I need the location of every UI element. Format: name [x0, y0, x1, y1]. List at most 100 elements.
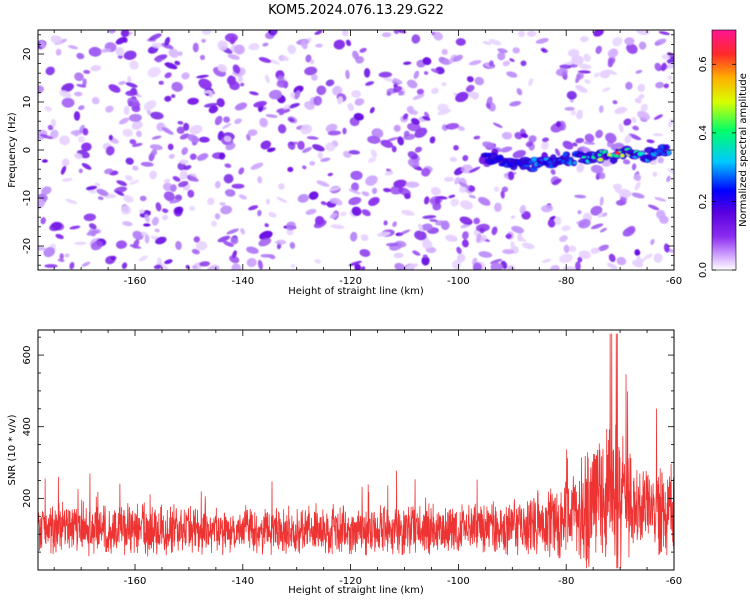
- noise-blob: [584, 79, 591, 84]
- y-tick-label: 600: [22, 346, 33, 365]
- noise-blob: [367, 135, 381, 144]
- noise-blob: [154, 228, 160, 233]
- noise-blob: [577, 210, 582, 215]
- noise-blob: [164, 259, 173, 265]
- noise-blob: [151, 135, 162, 140]
- noise-blob: [623, 118, 632, 126]
- noise-blob: [541, 141, 549, 150]
- noise-blob: [108, 134, 114, 141]
- noise-blob: [666, 56, 674, 65]
- noise-blob: [453, 145, 459, 151]
- noise-blob: [348, 196, 362, 206]
- noise-blob: [86, 229, 100, 236]
- noise-blob: [512, 150, 527, 159]
- noise-blob: [77, 136, 85, 143]
- noise-blob: [325, 79, 335, 87]
- noise-blob: [393, 78, 403, 84]
- noise-blob: [78, 168, 83, 174]
- noise-blob: [219, 202, 226, 206]
- noise-blob: [584, 133, 595, 143]
- noise-blob: [127, 97, 140, 108]
- noise-blob: [231, 263, 239, 270]
- noise-blob: [110, 255, 117, 261]
- noise-blob: [131, 120, 143, 130]
- noise-blob: [304, 101, 315, 110]
- noise-blob: [144, 213, 150, 223]
- x-tick-label: -160: [124, 276, 147, 287]
- noise-blob: [223, 135, 232, 142]
- noise-blob: [661, 54, 671, 60]
- noise-blob: [278, 183, 285, 190]
- noise-blob: [458, 181, 470, 189]
- noise-blob: [187, 189, 195, 198]
- noise-blob: [497, 48, 508, 54]
- noise-blob: [541, 48, 548, 53]
- noise-blob: [230, 236, 239, 245]
- noise-blob: [658, 31, 670, 36]
- noise-blob: [40, 217, 46, 225]
- noise-blob: [595, 129, 603, 139]
- noise-blob: [634, 98, 642, 104]
- noise-blob: [422, 239, 433, 250]
- noise-blob: [370, 149, 378, 158]
- noise-blob: [164, 72, 172, 79]
- noise-blob: [288, 103, 300, 109]
- noise-blob: [158, 80, 164, 85]
- noise-blob: [599, 227, 607, 233]
- noise-blob: [561, 225, 571, 232]
- noise-blob: [422, 215, 437, 219]
- noise-blob: [384, 171, 394, 176]
- colorbar-tick-label: 0.2: [698, 193, 709, 209]
- noise-blob: [418, 223, 424, 232]
- noise-blob: [246, 133, 251, 141]
- snr-frame: [37, 329, 675, 571]
- x-tick-label: -80: [558, 276, 574, 287]
- noise-blob: [314, 258, 322, 264]
- noise-blob: [571, 55, 584, 66]
- noise-blob: [199, 54, 206, 61]
- noise-blob: [345, 39, 352, 47]
- noise-blob: [253, 101, 267, 108]
- signal-blob-core: [572, 161, 577, 165]
- noise-blob: [608, 253, 616, 263]
- noise-blob: [317, 151, 323, 159]
- noise-blob: [316, 85, 327, 96]
- noise-blob: [275, 239, 287, 245]
- noise-blob: [269, 59, 280, 65]
- noise-blob: [90, 65, 102, 72]
- y-tick-label: 20: [22, 48, 33, 61]
- noise-blob: [155, 58, 163, 63]
- noise-blob: [333, 39, 345, 50]
- noise-blob: [223, 173, 234, 184]
- noise-blob: [265, 198, 270, 205]
- noise-blob: [162, 208, 169, 213]
- noise-blob: [462, 231, 469, 240]
- noise-blob: [440, 220, 450, 231]
- noise-blob: [368, 197, 380, 206]
- noise-blob: [507, 171, 515, 181]
- spectrogram-heat: [38, 30, 674, 270]
- noise-blob: [240, 82, 245, 87]
- noise-blob: [257, 176, 263, 184]
- noise-blob: [398, 90, 405, 96]
- noise-blob: [655, 81, 664, 89]
- noise-blob: [580, 36, 589, 43]
- noise-blob: [164, 62, 178, 70]
- noise-blob: [502, 60, 511, 67]
- noise-blob: [412, 93, 425, 100]
- noise-blob: [151, 42, 163, 49]
- noise-blob: [553, 216, 562, 226]
- signal-peak: [614, 151, 620, 155]
- noise-blob: [88, 46, 102, 57]
- noise-blob: [618, 188, 632, 198]
- noise-blob: [653, 114, 663, 120]
- noise-blob: [631, 163, 637, 171]
- noise-blob: [61, 158, 70, 167]
- noise-blob: [325, 123, 338, 133]
- signal-blob-core: [523, 164, 530, 167]
- noise-blob: [225, 142, 236, 151]
- noise-blob: [139, 209, 145, 214]
- noise-blob: [192, 265, 198, 269]
- noise-blob: [631, 192, 645, 199]
- noise-blob: [353, 113, 364, 121]
